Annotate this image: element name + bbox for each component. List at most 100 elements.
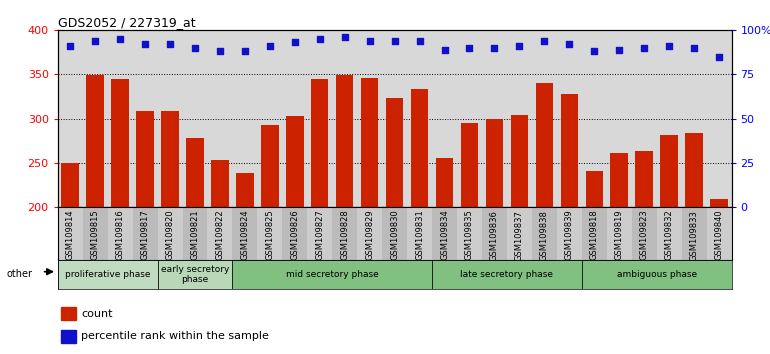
Bar (161, 110, 179, 207)
Bar (132, 207, 158, 260)
Bar (182, 207, 207, 260)
Point (413, 38, 426, 44)
Bar (186, 138, 204, 207)
Bar (311, 79, 329, 207)
Bar (336, 75, 353, 207)
Point (488, 45, 500, 51)
Bar (661, 135, 678, 207)
Bar (233, 207, 257, 260)
Bar (61, 330, 76, 343)
Text: GSM109820: GSM109820 (166, 210, 175, 261)
Point (289, 40, 301, 45)
Bar (611, 153, 628, 207)
Bar (332, 207, 357, 260)
Bar (286, 116, 303, 207)
Point (438, 47, 450, 52)
Bar (582, 260, 732, 289)
Bar (460, 123, 478, 207)
Bar (657, 207, 681, 260)
Text: other: other (6, 269, 32, 279)
Text: GSM109816: GSM109816 (116, 210, 125, 261)
Text: GSM109819: GSM109819 (614, 210, 624, 261)
Bar (283, 207, 307, 260)
Bar (557, 207, 582, 260)
Text: mid secretory phase: mid secretory phase (286, 270, 379, 279)
Bar (681, 207, 707, 260)
Point (164, 41, 176, 47)
Point (588, 48, 601, 54)
Text: GSM109821: GSM109821 (190, 210, 199, 261)
Text: GDS2052 / 227319_at: GDS2052 / 227319_at (58, 16, 196, 29)
Point (563, 41, 575, 47)
Bar (158, 207, 182, 260)
Text: GSM109825: GSM109825 (266, 210, 274, 261)
Text: GSM109823: GSM109823 (640, 210, 648, 261)
Point (239, 48, 251, 54)
Bar (582, 207, 607, 260)
Text: GSM109835: GSM109835 (465, 210, 474, 261)
Bar (86, 75, 104, 207)
Text: GSM109827: GSM109827 (315, 210, 324, 261)
Bar (233, 260, 432, 289)
Point (464, 45, 476, 51)
Point (713, 54, 725, 59)
Text: GSM109839: GSM109839 (565, 210, 574, 261)
Bar (361, 78, 378, 207)
Bar (407, 207, 432, 260)
Text: GSM109837: GSM109837 (515, 210, 524, 261)
Bar (631, 207, 657, 260)
Bar (112, 79, 129, 207)
Text: GSM109831: GSM109831 (415, 210, 424, 261)
Text: GSM109815: GSM109815 (91, 210, 99, 261)
Bar (82, 207, 108, 260)
Text: GSM109828: GSM109828 (340, 210, 350, 261)
Bar (58, 207, 82, 260)
Point (363, 38, 376, 44)
Point (313, 36, 326, 42)
Point (64, 43, 76, 49)
Text: GSM109836: GSM109836 (490, 210, 499, 261)
Text: GSM109829: GSM109829 (365, 210, 374, 261)
Bar (532, 207, 557, 260)
Bar (411, 89, 428, 207)
Bar (561, 94, 578, 207)
Bar (507, 207, 532, 260)
Text: GSM109832: GSM109832 (665, 210, 674, 261)
Text: GSM109840: GSM109840 (715, 210, 724, 261)
Bar (482, 207, 507, 260)
Bar (62, 163, 79, 207)
Text: late secretory phase: late secretory phase (460, 270, 554, 279)
Point (139, 41, 151, 47)
Point (339, 34, 351, 40)
Bar (386, 98, 403, 207)
Text: GSM109834: GSM109834 (440, 210, 449, 261)
Bar (61, 307, 76, 320)
Bar (707, 207, 732, 260)
Point (214, 48, 226, 54)
Bar (436, 159, 454, 207)
Bar (432, 207, 457, 260)
Text: GSM109830: GSM109830 (390, 210, 399, 261)
Point (688, 45, 700, 51)
Text: ambiguous phase: ambiguous phase (617, 270, 697, 279)
Bar (307, 207, 332, 260)
Text: GSM109838: GSM109838 (540, 210, 549, 261)
Text: early secretory
phase: early secretory phase (161, 265, 229, 284)
Bar (58, 260, 158, 289)
Point (189, 45, 201, 51)
Bar (710, 199, 728, 207)
Bar (457, 207, 482, 260)
Bar (685, 133, 703, 207)
Bar (635, 152, 653, 207)
Bar (158, 260, 233, 289)
Text: GSM109824: GSM109824 (240, 210, 249, 261)
Point (538, 38, 551, 44)
Bar (261, 125, 279, 207)
Bar (585, 171, 603, 207)
Text: proliferative phase: proliferative phase (65, 270, 150, 279)
Text: GSM109817: GSM109817 (141, 210, 149, 261)
Bar (257, 207, 283, 260)
Bar (136, 110, 154, 207)
Text: GSM109814: GSM109814 (65, 210, 75, 261)
Point (89, 38, 102, 44)
